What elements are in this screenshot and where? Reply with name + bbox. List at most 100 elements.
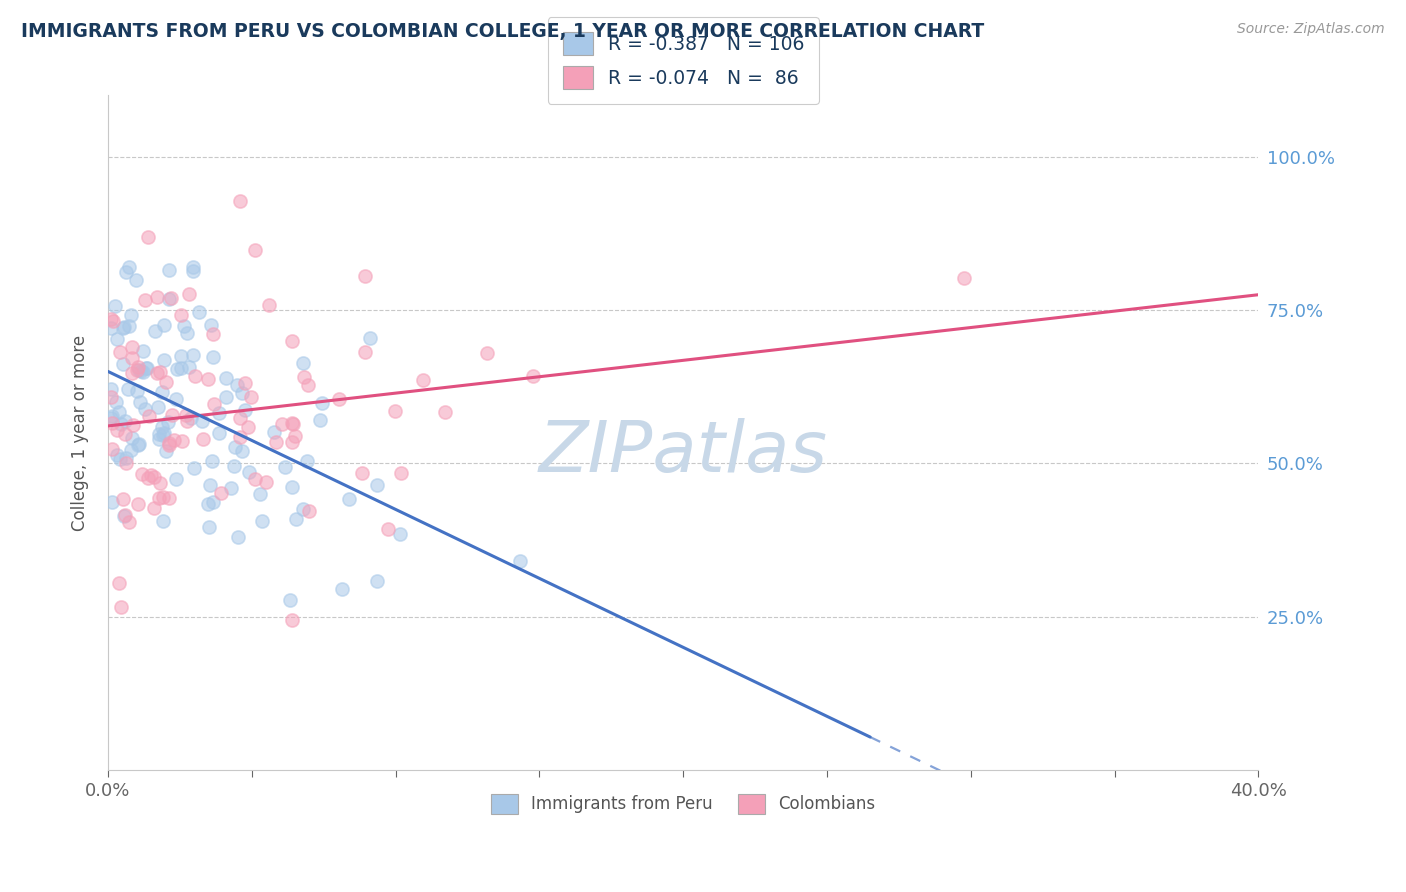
Text: Source: ZipAtlas.com: Source: ZipAtlas.com [1237, 22, 1385, 37]
Point [134, 401, 156, 416]
Point [183, 460, 205, 475]
Point [174, 408, 197, 422]
Point [389, 466, 412, 480]
Point [202, 350, 225, 364]
Point [105, 332, 128, 346]
Point [100, 409, 122, 423]
Point [281, 434, 304, 449]
Point [117, 318, 139, 333]
Point [191, 432, 214, 446]
Point [181, 348, 204, 362]
Point [112, 509, 135, 524]
Point [100, 410, 122, 425]
Point [229, 429, 252, 443]
Point [235, 376, 257, 391]
Point [114, 508, 136, 523]
Point [101, 416, 124, 430]
Point [263, 425, 285, 440]
Point [165, 392, 187, 406]
Point [271, 417, 294, 431]
Point [142, 500, 165, 515]
Point [157, 491, 180, 505]
Point [197, 372, 219, 386]
Point [337, 491, 360, 506]
Point [111, 492, 134, 507]
Point [170, 308, 193, 322]
Point [181, 260, 204, 274]
Point [139, 467, 162, 482]
Point [105, 394, 128, 409]
Point [235, 402, 257, 417]
Point [183, 263, 205, 277]
Point [176, 326, 198, 341]
Point [353, 344, 375, 359]
Point [162, 434, 184, 448]
Point [117, 382, 139, 396]
Point [153, 425, 176, 440]
Point [146, 290, 169, 304]
Point [231, 386, 253, 401]
Point [240, 390, 263, 404]
Point [152, 490, 174, 504]
Point [152, 385, 174, 400]
Point [281, 417, 304, 431]
Point [366, 574, 388, 589]
Point [129, 364, 152, 378]
Point [219, 481, 242, 495]
Point [121, 340, 143, 354]
Point [249, 487, 271, 501]
Point [243, 472, 266, 486]
Point [149, 475, 172, 490]
Point [215, 390, 238, 404]
Point [112, 319, 135, 334]
Point [280, 613, 302, 627]
Point [159, 291, 181, 305]
Point [384, 404, 406, 418]
Point [166, 361, 188, 376]
Point [311, 396, 333, 410]
Point [143, 324, 166, 338]
Point [101, 495, 124, 509]
Point [125, 384, 148, 398]
Point [138, 409, 160, 423]
Point [157, 436, 180, 450]
Point [128, 363, 150, 377]
Point [208, 425, 231, 440]
Point [309, 413, 332, 427]
Point [201, 326, 224, 341]
Point [298, 504, 321, 518]
Point [238, 466, 260, 480]
Point [148, 432, 170, 446]
Point [157, 415, 180, 429]
Point [202, 397, 225, 411]
Point [127, 497, 149, 511]
Point [152, 318, 174, 332]
Point [434, 405, 457, 419]
Point [173, 318, 195, 333]
Point [412, 373, 434, 387]
Point [170, 360, 193, 375]
Point [127, 359, 149, 374]
Point [114, 450, 136, 465]
Point [128, 395, 150, 409]
Point [115, 456, 138, 470]
Point [112, 357, 135, 371]
Point [291, 501, 314, 516]
Point [138, 230, 160, 244]
Point [100, 321, 122, 335]
Point [257, 298, 280, 312]
Point [198, 520, 221, 534]
Point [157, 292, 180, 306]
Point [110, 452, 132, 467]
Point [152, 514, 174, 528]
Point [108, 576, 131, 591]
Point [226, 530, 249, 544]
Point [114, 415, 136, 429]
Point [110, 417, 132, 431]
Point [101, 442, 124, 456]
Point [222, 458, 245, 473]
Legend: Immigrants from Peru, Colombians: Immigrants from Peru, Colombians [484, 785, 883, 822]
Point [297, 378, 319, 392]
Point [215, 371, 238, 385]
Point [264, 434, 287, 449]
